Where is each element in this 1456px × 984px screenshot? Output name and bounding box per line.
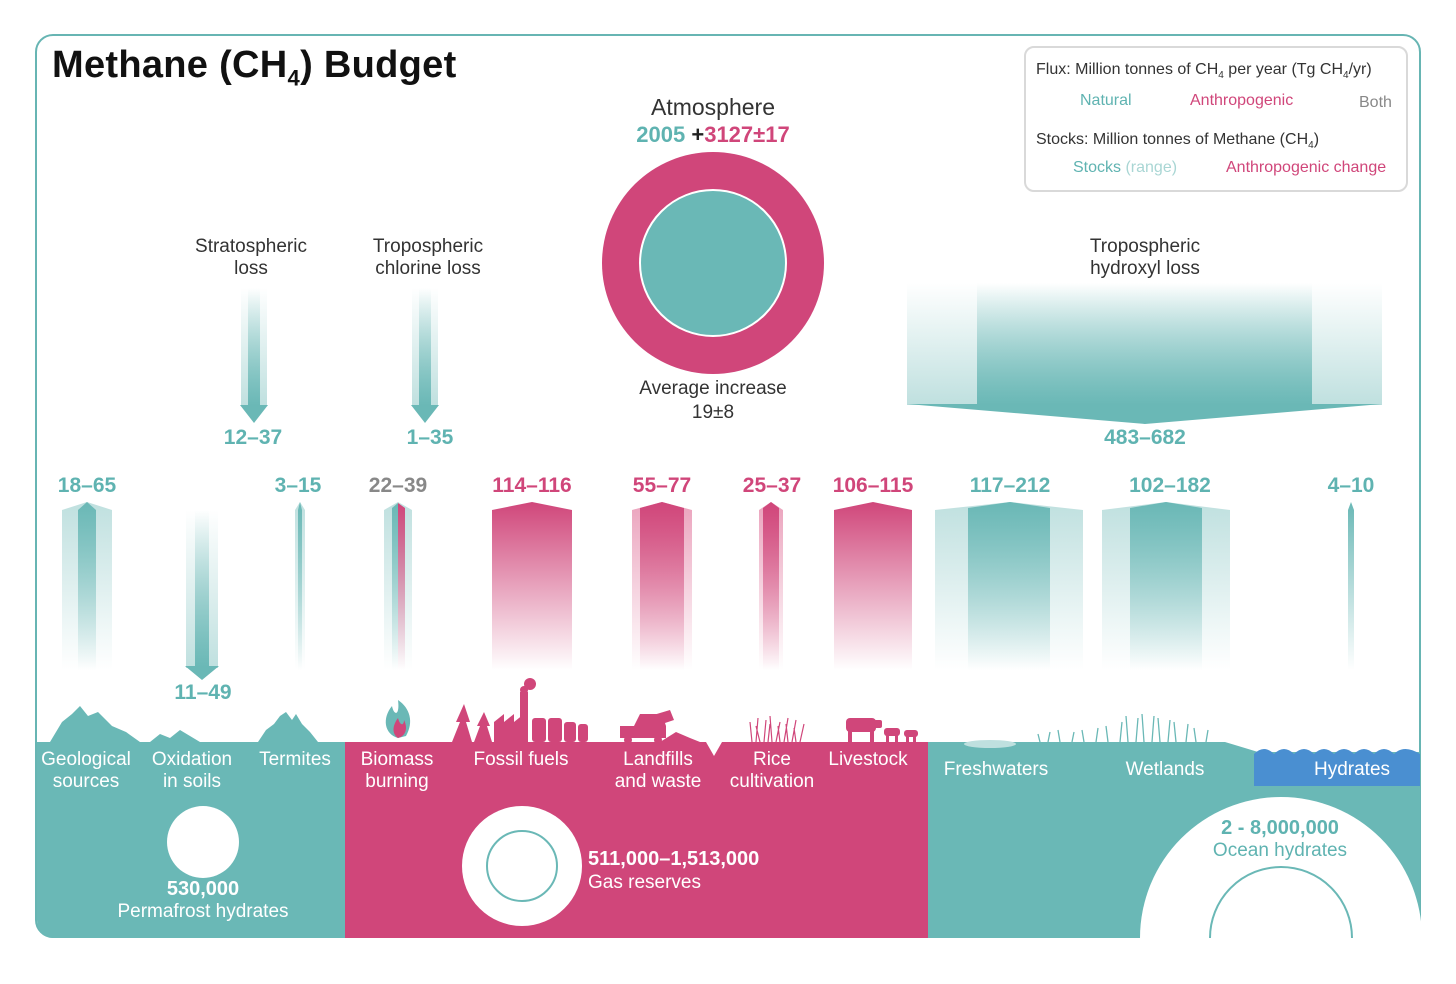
source-value-biomass: 22–39 (368, 474, 428, 497)
wetlands-grass-icon (1037, 713, 1209, 743)
sink-arrow-chlorine (411, 288, 439, 423)
legend-anthro-change-label: Anthropogenic change (1226, 159, 1387, 176)
sink-arrow-stratospheric (240, 288, 268, 423)
source-arrow-rice (759, 502, 783, 670)
sink-arrow-soils (185, 510, 219, 680)
permafrost-stock-circle (167, 806, 239, 878)
hydrates-water (1254, 749, 1420, 786)
source-arrow-hydrates (1348, 502, 1354, 670)
atmosphere-title: Atmosphere (650, 94, 775, 120)
source-label-biomass: Biomass burning (360, 749, 434, 792)
source-value-hydrates: 4–10 (1327, 474, 1375, 497)
source-arrow-biomass (384, 502, 412, 670)
page-title: Methane (CH4) Budget (52, 44, 457, 91)
permafrost-stock-label: Permafrost hydrates (117, 901, 289, 922)
freshwater-pond (964, 740, 1016, 748)
source-label-soils: Oxidation in soils (151, 749, 233, 792)
sink-value-chlorine: 1–35 (406, 426, 454, 449)
legend-stocks-label: Stocks (range) (1073, 159, 1178, 176)
source-value-rice: 25–37 (742, 474, 802, 497)
sink-label-stratospheric: Stratospheric loss (195, 236, 307, 279)
gas-reserves-value: 511,000–1,513,000 (588, 848, 760, 870)
legend-natural-label: Natural (1080, 92, 1132, 109)
source-label-geological: Geological sources (41, 749, 131, 792)
source-label-fossil: Fossil fuels (473, 749, 569, 770)
sink-arrow-hydroxyl (907, 283, 1382, 424)
source-label-livestock: Livestock (828, 749, 908, 770)
ocean-hydrates-label: Ocean hydrates (1212, 840, 1348, 861)
livestock-cattle-icon (846, 718, 918, 742)
source-label-landfills: Landfills and waste (614, 749, 702, 792)
sink-value-hydroxyl: 483–682 (1104, 426, 1186, 449)
atmosphere-increase-value: 19±8 (691, 402, 735, 423)
source-arrow-fossil (492, 502, 572, 670)
legend-box (1024, 46, 1408, 192)
geological-mountains-icon (50, 706, 200, 742)
atmosphere-values: 2005 +3127±17 (636, 122, 790, 147)
source-arrow-livestock (834, 502, 912, 670)
source-value-fossil: 114–116 (492, 474, 572, 497)
atmosphere-stock-circle (602, 152, 824, 374)
source-value-livestock: 106–115 (832, 474, 914, 497)
source-value-geological: 18–65 (57, 474, 117, 497)
source-arrow-landfills (632, 502, 692, 670)
fire-icon (385, 700, 411, 738)
legend-anthropogenic-label: Anthropogenic (1190, 92, 1294, 109)
atmosphere-increase-label: Average increase (639, 378, 787, 399)
source-label-termites: Termites (259, 749, 331, 770)
source-arrow-freshwaters (935, 502, 1083, 670)
gas-reserves-stock-circle (462, 806, 582, 926)
source-label-hydrates: Hydrates (1313, 759, 1391, 780)
legend-both-label: Both (1359, 94, 1392, 111)
source-value-termites: 3–15 (274, 474, 322, 497)
source-value-landfills: 55–77 (632, 474, 692, 497)
source-arrow-termites (295, 502, 305, 670)
sink-value-stratospheric: 12–37 (223, 426, 283, 449)
source-label-rice: Rice cultivation (729, 749, 815, 792)
sink-label-chlorine: Tropospheric chlorine loss (372, 236, 484, 279)
source-label-wetlands: Wetlands (1125, 759, 1205, 780)
permafrost-stock-value: 530,000 (166, 878, 240, 900)
sink-label-hydroxyl: Tropospheric hydroxyl loss (1089, 236, 1201, 279)
legend-stocks-title: Stocks: Million tonnes of Methane (CH4) (1036, 131, 1320, 152)
source-label-freshwaters: Freshwaters (943, 759, 1049, 780)
source-arrow-wetlands (1102, 502, 1230, 670)
source-value-freshwaters: 117–212 (969, 474, 1051, 497)
rice-plants-icon (749, 715, 805, 743)
termite-mound-icon (258, 712, 318, 742)
fossil-fuel-industry-icon (452, 678, 588, 742)
ocean-hydrates-value: 2 - 8,000,000 (1221, 817, 1339, 839)
source-value-wetlands: 102–182 (1129, 474, 1211, 497)
source-value-soils: 11–49 (174, 681, 232, 704)
source-arrow-geological (62, 502, 112, 670)
ocean-hydrates-stock-circle (1140, 797, 1422, 939)
legend-flux-title: Flux: Million tonnes of CH4 per year (Tg… (1036, 61, 1372, 82)
gas-reserves-label: Gas reserves (588, 872, 701, 893)
landfill-truck-icon (620, 710, 700, 744)
